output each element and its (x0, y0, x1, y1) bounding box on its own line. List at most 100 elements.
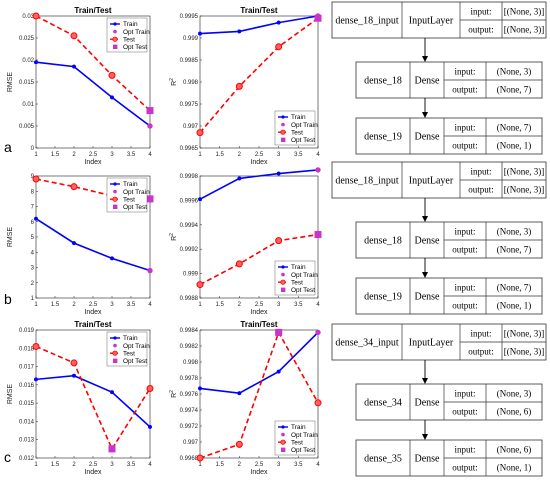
x-axis-label: Index (84, 309, 102, 316)
port-output-label: output: (452, 301, 478, 311)
layer-name: dense_19 (364, 132, 402, 143)
layer-name: dense_34 (364, 398, 402, 409)
chart-a-rmse: 1 1.5 2 2.5 3 3.5 4 0 0.005 0.01 0.015 0.02 0.025 0.0… (7, 6, 154, 166)
data-point-test (235, 260, 243, 268)
input-shape: (None, 7) (497, 283, 532, 293)
input-shape: (None, 6) (497, 445, 532, 455)
opt-train-marker (315, 167, 321, 173)
legend-marker-train (281, 115, 285, 119)
data-point-train (276, 20, 281, 25)
port-input-label: input: (470, 7, 491, 17)
x-tick-label: 3.5 (294, 152, 303, 158)
x-axis-label: Index (84, 469, 102, 476)
y-tick-label: 0.998 (183, 360, 199, 366)
layer-type: Dense (415, 454, 441, 465)
port-output-label: output: (468, 25, 494, 35)
input-shape: [(None, 3)] (504, 7, 544, 17)
panel-label-b: b (4, 291, 12, 307)
data-point-train (33, 377, 39, 382)
port-output-label: output: (452, 463, 478, 473)
model-diagram-b: dense_18_input InputLayer input: output: [(N… (331, 161, 547, 315)
x-tick-label: 3 (277, 462, 281, 468)
y-tick-label: 0.017 (19, 365, 35, 371)
y-axis-label: R2 (169, 390, 178, 398)
chart-b-r2: 1 1.5 2 2.5 3 3.5 4 0.9988 0.999 0.9992 0.9994 0.99… (169, 167, 322, 316)
x-tick-label: 2 (72, 302, 76, 308)
port-input-label: input: (470, 167, 491, 177)
x-tick-label: 3.5 (127, 152, 136, 158)
y-tick-label: 7 (31, 205, 35, 211)
x-tick-label: 1 (34, 462, 38, 468)
x-tick-label: 3 (110, 152, 114, 158)
data-point-test (235, 440, 243, 448)
layer-type: Dense (415, 132, 441, 143)
legend-label: Train (291, 114, 306, 121)
layer-box: dense_34 Dense input: output: (None, 3) (None… (355, 383, 543, 421)
y-axis-label: RMSE (7, 227, 14, 248)
data-point-train (109, 256, 115, 261)
y-tick-label: 0.9985 (180, 58, 199, 64)
legend-label: Opt Train (291, 432, 318, 439)
x-tick-label: 1.5 (215, 152, 224, 158)
input-shape: [(None, 3)] (504, 167, 544, 177)
data-point-test (314, 399, 322, 407)
legend-marker-opt-test (281, 137, 286, 142)
opt-train-marker (315, 329, 321, 336)
layer-box: dense_18_input InputLayer input: output: [(N… (331, 161, 547, 199)
legend-label: Opt Test (291, 137, 315, 144)
x-tick-label: 1 (198, 152, 202, 158)
input-shape: (None, 3) (497, 389, 532, 399)
x-tick-label: 3.5 (127, 462, 136, 468)
x-tick-label: 2.5 (255, 302, 264, 308)
x-tick-label: 1.5 (215, 462, 224, 468)
legend-marker-opt-test (281, 287, 286, 292)
legend-marker-opt-test (113, 204, 118, 209)
y-tick-label: 0.999 (183, 36, 199, 42)
output-shape: (None, 6) (497, 407, 532, 417)
legend-marker-train (113, 22, 117, 26)
legend-marker-train (281, 425, 285, 429)
series-line-test (199, 233, 319, 286)
input-shape: (None, 3) (497, 227, 532, 237)
x-tick-label: 2 (238, 302, 242, 308)
y-tick-label: 0.9975 (180, 102, 199, 108)
chart-c-r2: 1 1.5 2 2.5 3 3.5 4 0.9968 0.997 0.9972 0.9974 0.99… (169, 320, 322, 476)
y-tick-label: 0.997 (183, 440, 199, 446)
legend-label: Test (291, 439, 303, 446)
panel-label-a: a (4, 139, 12, 155)
x-tick-label: 1.5 (51, 462, 60, 468)
panel-tags: a b c (4, 139, 12, 465)
data-point-train (237, 29, 242, 34)
x-tick-label: 2 (72, 462, 76, 468)
connection-arrowhead (422, 272, 428, 278)
x-tick-label: 1 (198, 302, 202, 308)
output-shape: (None, 7) (497, 245, 532, 255)
y-axis-label: R2 (169, 233, 178, 241)
x-tick-label: 4 (316, 152, 320, 158)
legend-marker-test (112, 36, 118, 42)
x-tick-label: 1 (198, 462, 202, 468)
x-tick-label: 1 (34, 152, 38, 158)
x-tick-label: 1 (34, 302, 38, 308)
data-point-train (276, 171, 281, 176)
x-axis-label: Index (250, 159, 268, 166)
port-output-label: output: (452, 245, 478, 255)
port-input-label: input: (454, 123, 475, 133)
port-input-label: input: (454, 227, 475, 237)
model-diagram-a: dense_18_input InputLayer input: output: [(N… (331, 1, 547, 155)
legend-marker-opt-train (281, 432, 285, 437)
data-point-test (196, 129, 204, 137)
data-point-train (197, 386, 203, 391)
series-line-train (199, 331, 319, 395)
input-shape: [(None, 3)] (504, 329, 544, 339)
connection-arrowhead (422, 216, 428, 222)
y-tick-label: 9 (31, 174, 35, 180)
y-tick-label: 0.015 (19, 401, 35, 407)
legend-marker-opt-test (113, 44, 118, 49)
layer-name: dense_19 (364, 292, 402, 303)
port-output-label: output: (452, 407, 478, 417)
y-tick-label: 0.997 (183, 124, 199, 130)
data-point-test (32, 342, 40, 350)
